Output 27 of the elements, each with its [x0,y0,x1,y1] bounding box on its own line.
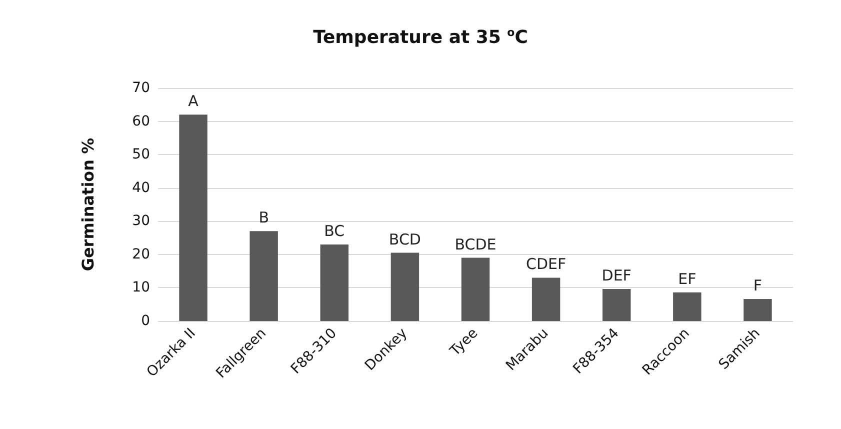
annotation: EF [678,270,696,288]
annotation: F [753,276,762,295]
y-tick-label: 40 [132,180,150,196]
bar [532,278,560,321]
y-tick-label: 50 [132,146,150,163]
y-tick-label: 30 [132,213,150,230]
annotation: CDEF [526,255,566,274]
annotation: BCDE [454,235,496,254]
y-axis-title: Germination % [78,138,98,272]
bar [250,231,278,321]
bar [673,292,702,321]
y-tick-label: 10 [132,280,150,296]
y-tick-label: 60 [132,113,150,130]
bar [602,289,631,321]
annotation: DEF [602,266,632,285]
annotation: BC [324,222,345,240]
bar [320,244,348,321]
y-tick-label: 70 [132,80,150,96]
annotation: BCD [388,230,421,248]
bar [179,114,208,321]
annotation: A [188,92,200,110]
bar [744,299,772,321]
bar [461,258,490,321]
y-tick-label: 20 [132,246,150,262]
annotation: B [258,208,269,227]
bar [390,252,420,321]
y-tick-label: 0 [141,313,150,329]
